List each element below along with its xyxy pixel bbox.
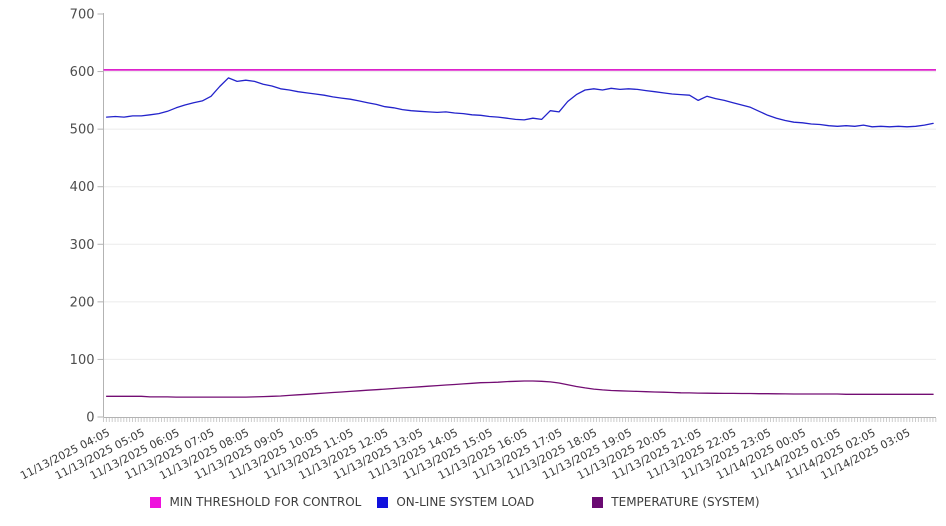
legend-label-online-system-load: ON-LINE SYSTEM LOAD — [396, 495, 535, 509]
legend-item-temperature: TEMPERATURE (SYSTEM) — [592, 495, 760, 509]
y-tick-label: 400 — [70, 180, 95, 195]
online-system-load-swatch-icon — [377, 496, 389, 508]
min-threshold-swatch-icon — [150, 496, 162, 508]
y-tick-label: 0 — [86, 411, 94, 426]
y-tick-label: 300 — [70, 238, 95, 253]
x-minor-ticks — [103, 418, 937, 422]
legend: MIN THRESHOLD FOR CONTROL ON-LINE SYSTEM… — [0, 495, 928, 509]
y-gridlines — [103, 71, 936, 360]
legend-label-min-threshold: MIN THRESHOLD FOR CONTROL — [169, 495, 362, 509]
y-tick-label: 200 — [70, 295, 95, 310]
y-tick-labels: 0 100 200 300 400 500 600 700 — [70, 8, 104, 426]
legend-item-online-system-load: ON-LINE SYSTEM LOAD — [377, 495, 534, 509]
series-on-line-system-load-line — [105, 77, 934, 128]
legend-label-temperature: TEMPERATURE (SYSTEM) — [611, 495, 760, 509]
y-tick-label: 500 — [70, 123, 95, 138]
y-tick-label: 100 — [70, 353, 95, 368]
series-temperature-system-line — [105, 380, 934, 398]
axes — [103, 13, 936, 418]
temperature-swatch-icon — [592, 496, 604, 508]
y-tick-label: 600 — [70, 65, 95, 80]
legend-item-min-threshold: MIN THRESHOLD FOR CONTROL — [150, 495, 361, 509]
y-tick-label: 700 — [70, 8, 95, 23]
